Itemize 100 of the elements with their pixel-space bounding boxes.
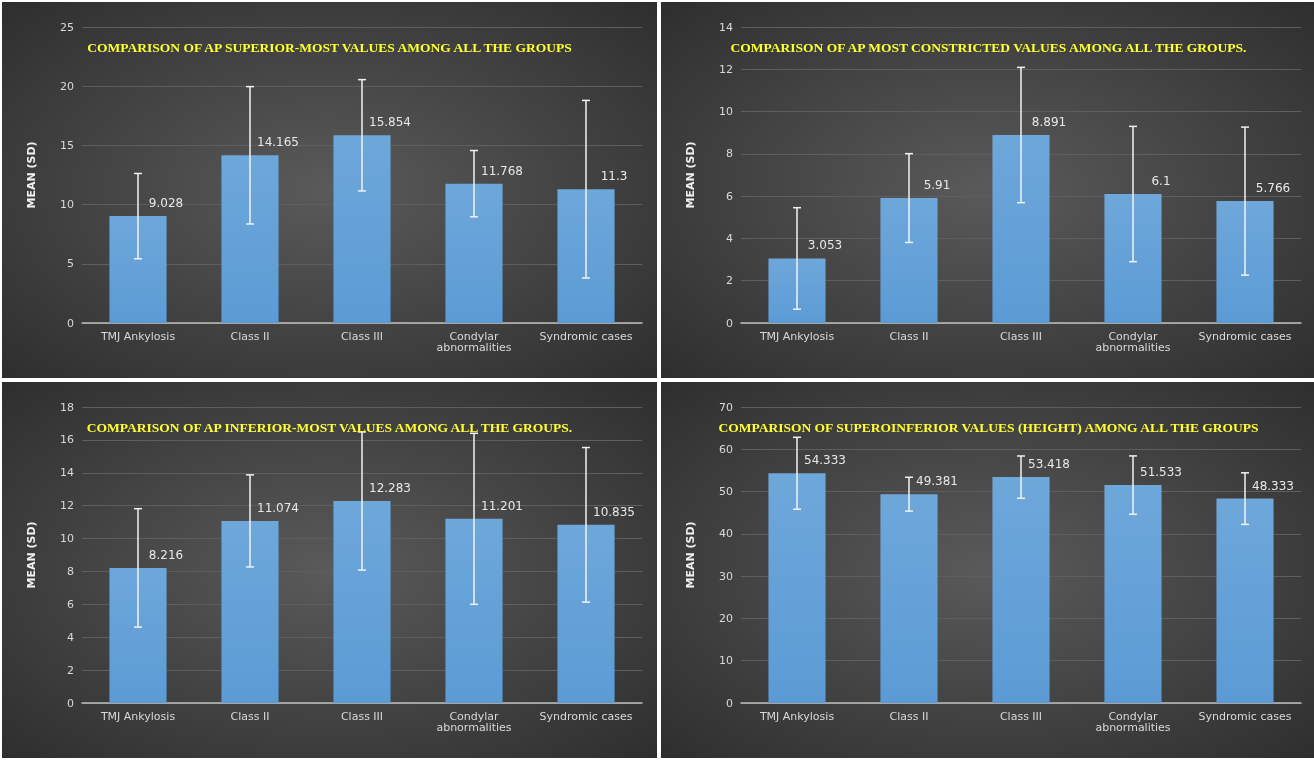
y-tick-label: 10 <box>719 105 733 119</box>
y-tick-label: 4 <box>67 630 74 644</box>
y-tick-label: 30 <box>719 569 733 583</box>
x-tick-label: Condylar abnormalities <box>436 330 512 354</box>
y-tick-label: 25 <box>60 20 74 34</box>
bar <box>333 135 391 323</box>
text: COMPARISON OF AP INFERIOR-MOST VALUES AMONG ALL THE GROUPS. <box>86 419 573 435</box>
x-tick-label: Class III <box>999 710 1043 723</box>
text: COMPARISON OF AP SUPERIOR-MOST VALUES AMONG ALL THE GROUPS <box>87 39 572 55</box>
x-tick-label: Syndromic cases <box>539 710 633 723</box>
x-tick-label: Condylar abnormalities <box>1095 330 1171 354</box>
y-tick-label: 0 <box>726 696 733 710</box>
data-label: 11.3 <box>600 169 628 184</box>
x-tick-label: TMJ Ankylosis <box>99 710 176 723</box>
y-tick-label: 8 <box>726 147 733 161</box>
y-tick-label: 0 <box>726 316 733 330</box>
y-tick-label: 15 <box>60 138 74 152</box>
bar <box>109 567 167 703</box>
y-tick-label: 18 <box>60 400 74 414</box>
y-axis-title: MEAN (SD) <box>684 521 697 589</box>
y-tick-label: 70 <box>719 400 733 414</box>
y-tick-label: 12 <box>719 62 733 76</box>
data-label: 10.835 <box>593 504 635 519</box>
data-label: 12.283 <box>369 481 411 496</box>
text: COMPARISON OF AP MOST CONSTRICTED VALUES AMONG ALL THE GROUPS. <box>730 39 1247 55</box>
y-tick-label: 10 <box>60 532 74 546</box>
bar <box>768 473 826 703</box>
y-tick-label: 5 <box>67 257 74 271</box>
x-tick-label: Syndromic cases <box>1198 330 1292 343</box>
bar <box>445 183 503 323</box>
y-tick-label: 20 <box>719 611 733 625</box>
x-tick-label: Condylar abnormalities <box>1095 710 1171 734</box>
bar <box>221 520 279 703</box>
data-label: 15.854 <box>369 115 411 130</box>
x-tick-label: Class II <box>889 710 929 723</box>
y-tick-label: 4 <box>726 231 733 245</box>
x-tick-label: Syndromic cases <box>1198 710 1292 723</box>
x-tick-label: Class III <box>340 330 384 343</box>
bar <box>768 258 826 323</box>
x-tick-label: TMJ Ankylosis <box>99 330 176 343</box>
bar <box>333 501 391 703</box>
x-tick-label: Class II <box>889 330 929 343</box>
bar <box>1104 485 1162 703</box>
y-tick-label: 6 <box>67 597 74 611</box>
data-label: 54.333 <box>804 453 846 468</box>
bar <box>992 135 1050 323</box>
y-tick-label: 16 <box>60 433 74 447</box>
x-tick-label: Class II <box>230 710 270 723</box>
data-label: 8.216 <box>148 547 184 562</box>
data-label: 11.768 <box>481 163 523 178</box>
y-tick-label: 2 <box>726 274 733 288</box>
y-tick-label: 8 <box>67 564 74 578</box>
data-label: 49.381 <box>916 474 958 489</box>
y-tick-label: 12 <box>60 499 74 513</box>
data-label: 5.766 <box>1255 181 1291 196</box>
y-tick-label: 6 <box>726 189 733 203</box>
bar <box>109 216 167 323</box>
data-label: 3.053 <box>807 238 843 253</box>
bar <box>1216 201 1274 323</box>
y-tick-label: 14 <box>60 466 74 480</box>
y-tick-label: 20 <box>60 79 74 93</box>
bar <box>1216 498 1274 703</box>
y-tick-label: 14 <box>719 20 733 34</box>
data-label: 5.91 <box>923 178 951 193</box>
y-tick-label: 40 <box>719 527 733 541</box>
x-tick-label: Syndromic cases <box>539 330 633 343</box>
data-label: 14.165 <box>257 135 299 150</box>
data-label: 6.1 <box>1151 174 1171 189</box>
y-axis-title: MEAN (SD) <box>25 141 38 209</box>
y-tick-label: 2 <box>67 663 74 677</box>
data-label: 53.418 <box>1028 457 1070 472</box>
bar <box>1104 194 1162 323</box>
bar <box>992 477 1050 703</box>
data-label: 48.333 <box>1252 478 1294 493</box>
x-tick-label: TMJ Ankylosis <box>758 330 835 343</box>
y-tick-label: 10 <box>719 654 733 668</box>
x-tick-label: Condylar abnormalities <box>436 710 512 734</box>
bar <box>221 155 279 323</box>
bar <box>557 189 615 323</box>
y-axis-title: MEAN (SD) <box>684 141 697 209</box>
x-tick-label: Class II <box>230 330 270 343</box>
y-tick-label: 0 <box>67 696 74 710</box>
y-tick-label: 50 <box>719 485 733 499</box>
data-label: 8.891 <box>1031 115 1067 130</box>
data-label: 11.201 <box>481 498 523 513</box>
data-label: 11.074 <box>257 500 299 515</box>
y-tick-label: 60 <box>719 442 733 456</box>
text: COMPARISON OF SUPEROINFERIOR VALUES (HEIGHT) AMONG ALL THE GROUPS <box>718 419 1259 435</box>
data-label: 9.028 <box>148 196 184 211</box>
x-tick-label: TMJ Ankylosis <box>758 710 835 723</box>
bar <box>445 518 503 703</box>
bar <box>557 524 615 703</box>
y-tick-label: 10 <box>60 198 74 212</box>
data-label: 51.533 <box>1140 465 1182 480</box>
bar <box>880 198 938 323</box>
y-axis-title: MEAN (SD) <box>25 521 38 589</box>
y-tick-label: 0 <box>67 316 74 330</box>
x-tick-label: Class III <box>340 710 384 723</box>
x-tick-label: Class III <box>999 330 1043 343</box>
bar <box>880 494 938 703</box>
